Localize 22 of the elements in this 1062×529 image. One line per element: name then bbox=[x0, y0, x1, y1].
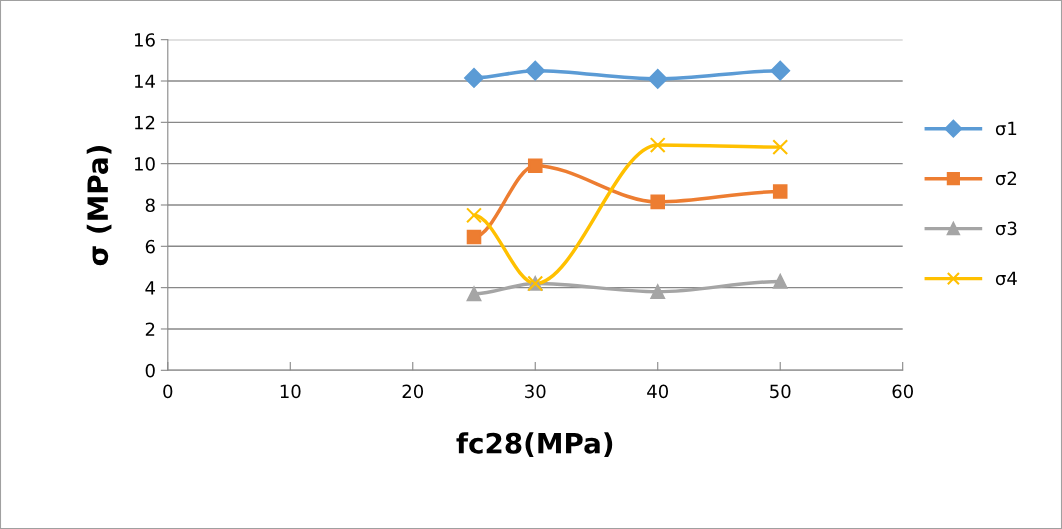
legend-label: σ1 bbox=[995, 121, 1017, 136]
y-tick-label: 8 bbox=[145, 198, 155, 213]
y-axis-title: σ (MPa) bbox=[86, 146, 112, 266]
x-axis-title: fc28(MPa) bbox=[456, 432, 613, 457]
legend-label: σ4 bbox=[995, 271, 1017, 286]
legend-label: σ3 bbox=[995, 221, 1017, 236]
legend-label: σ2 bbox=[995, 171, 1017, 186]
y-tick-label: 12 bbox=[135, 115, 155, 130]
x-tick-label: 20 bbox=[402, 384, 424, 399]
y-tick-label: 6 bbox=[145, 239, 155, 254]
x-tick-label: 60 bbox=[892, 384, 913, 399]
x-tick-label: 0 bbox=[163, 384, 173, 399]
y-tick-label: 4 bbox=[145, 281, 155, 295]
y-tick-label: 14 bbox=[135, 74, 155, 88]
x-tick-label: 50 bbox=[770, 384, 791, 399]
y-tick-label: 0 bbox=[145, 363, 155, 378]
x-tick-label: 30 bbox=[525, 384, 546, 399]
y-tick-label: 2 bbox=[145, 322, 155, 336]
x-tick-label: 10 bbox=[280, 384, 301, 399]
x-tick-label: 40 bbox=[647, 384, 669, 399]
y-tick-label: 16 bbox=[135, 33, 155, 47]
y-tick-label: 10 bbox=[135, 157, 155, 171]
